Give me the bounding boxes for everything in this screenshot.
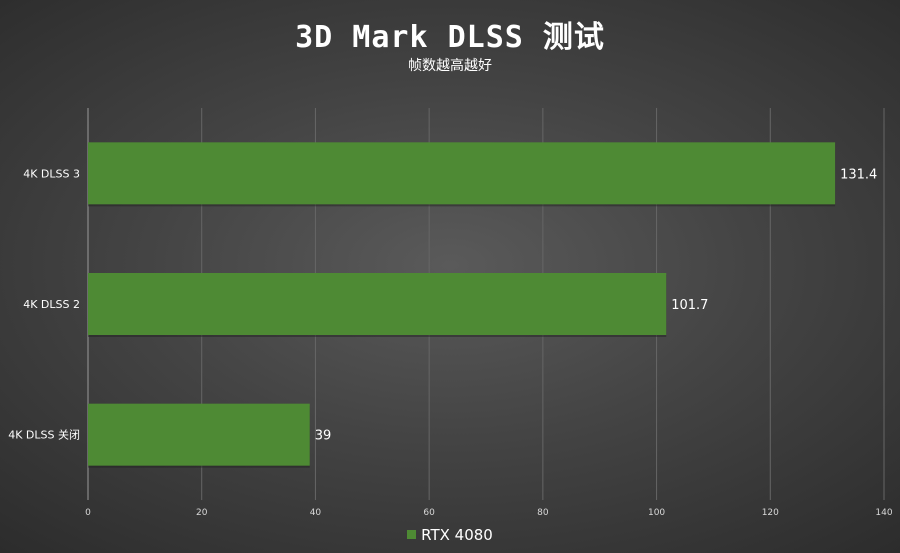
x-tick-label: 80 xyxy=(537,508,549,518)
data-label: 101.7 xyxy=(671,298,708,313)
x-tick-label: 120 xyxy=(762,508,779,518)
legend-label: RTX 4080 xyxy=(421,526,493,544)
legend: RTX 4080 xyxy=(0,526,900,544)
data-label: 131.4 xyxy=(840,167,877,182)
x-tick-label: 100 xyxy=(648,508,665,518)
chart-title: 3D Mark DLSS 测试 xyxy=(295,20,605,55)
x-tick-label: 140 xyxy=(875,508,892,518)
bar xyxy=(88,142,836,205)
x-tick-label: 40 xyxy=(310,508,322,518)
bar xyxy=(88,273,667,335)
category-label: 4K DLSS 3 xyxy=(23,167,80,180)
category-label: 4K DLSS 2 xyxy=(23,298,80,311)
chart-subtitle: 帧数越高越好 xyxy=(408,58,492,74)
legend-swatch xyxy=(407,530,417,539)
category-label: 4K DLSS 关闭 xyxy=(8,428,80,442)
bar xyxy=(88,403,310,466)
x-tick-label: 60 xyxy=(423,508,435,518)
x-tick-label: 20 xyxy=(196,508,208,518)
data-label: 39 xyxy=(315,429,332,444)
x-tick-label: 0 xyxy=(85,508,91,518)
